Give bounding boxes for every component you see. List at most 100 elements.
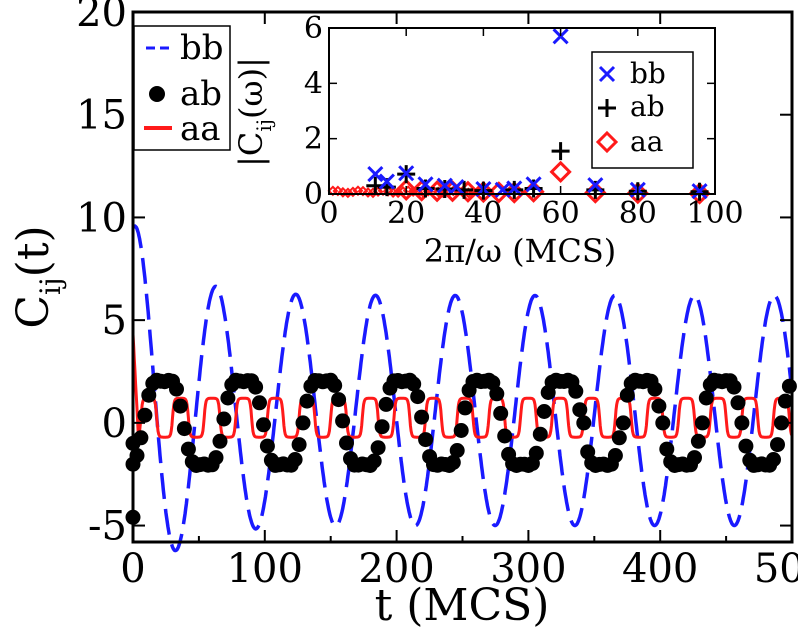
- series-ab-point: [528, 445, 544, 461]
- main-y-label-sub: ij: [34, 277, 67, 295]
- series-ab-point: [449, 443, 465, 458]
- series-ab-point: [248, 379, 264, 395]
- inset-legend: bb ab aa: [591, 51, 694, 169]
- inset-x-tick-label: 40: [464, 196, 502, 231]
- series-ab-point: [327, 377, 343, 393]
- x-tick-label: 300: [490, 546, 566, 592]
- x-tick-label: 500: [754, 546, 798, 592]
- y-tick-label: 20: [76, 0, 127, 36]
- series-ab-point: [180, 441, 196, 457]
- inset-bb-point: [417, 176, 434, 193]
- series-ab-point: [374, 419, 390, 435]
- inset-chart: 0 20 40 60 80 100 0 2 4 6 2π/ω (MCS) |Cij(ω)| bb …: [232, 11, 744, 270]
- series-ab-point: [378, 396, 394, 412]
- series-ab-point: [576, 415, 592, 431]
- series-ab-point: [445, 454, 461, 470]
- series-aa-line: [131, 334, 794, 439]
- series-ab-point: [252, 395, 267, 411]
- inset-y-tick-label: 2: [304, 122, 323, 157]
- inset-ab-point: [435, 180, 454, 199]
- series-ab-point: [335, 413, 351, 429]
- series-ab-point: [212, 433, 228, 449]
- inset-ticks-layer: 0 20 40 60 80 100 0 2 4 6: [304, 11, 744, 231]
- inset-legend-aa-marker: [595, 130, 619, 154]
- series-ab-point: [137, 407, 153, 423]
- x-tick-label: 0: [120, 546, 145, 592]
- x-tick-label: 100: [227, 546, 303, 592]
- inset-y-tick-label: 0: [304, 177, 323, 212]
- inset-x-tick-label: 80: [619, 196, 657, 231]
- series-ab-point: [208, 450, 224, 466]
- series-ab-point: [738, 438, 754, 454]
- series-ab-point: [287, 452, 303, 467]
- series-ab-point: [331, 392, 347, 408]
- inset-y-label-main: |C: [232, 132, 270, 167]
- series-ab-point: [568, 383, 584, 399]
- series-ab-point: [172, 398, 188, 414]
- main-legend: bb ab aa: [133, 25, 231, 151]
- series-ab-point: [777, 393, 793, 409]
- series-ab-point: [770, 437, 785, 453]
- legend-bb-label: bb: [180, 28, 224, 68]
- inset-bb-point: [552, 28, 569, 45]
- series-ab-point: [414, 409, 430, 425]
- series-ab-point: [497, 428, 513, 444]
- inset-bb-point: [587, 177, 604, 194]
- series-ab-point: [370, 440, 386, 456]
- series-ab-point: [256, 417, 271, 433]
- series-ab-point: [611, 430, 627, 446]
- series-ab-point: [536, 404, 552, 419]
- series-ab-point: [687, 450, 702, 466]
- series-ab-point: [734, 415, 750, 431]
- inset-bb-point: [398, 165, 415, 182]
- inset-x-tick-label: 100: [686, 196, 743, 231]
- series-ab-point: [291, 437, 307, 453]
- legend-ab-label: ab: [180, 74, 222, 114]
- series-ab-point: [572, 402, 588, 418]
- legend-ab-marker: [149, 86, 165, 102]
- series-ab-point: [766, 452, 781, 467]
- inset-plot-frame: [328, 27, 716, 195]
- series-ab-point: [659, 441, 675, 457]
- series-ab-point: [169, 381, 184, 397]
- series-ab-point: [453, 423, 469, 438]
- series-ab-point: [781, 378, 797, 394]
- inset-bb-point: [378, 173, 395, 190]
- series-ab-point: [259, 438, 275, 454]
- inset-bb-point: [525, 176, 542, 193]
- y-tick-label: 15: [76, 93, 127, 139]
- series-ab-point: [489, 386, 505, 402]
- inset-legend-bb-label: bb: [630, 57, 666, 90]
- series-ab-point: [176, 421, 192, 437]
- inset-y-tick-label: 6: [304, 11, 323, 46]
- y-tick-label: 5: [102, 298, 127, 344]
- inset-x-axis-label: 2π/ω (MCS): [424, 232, 617, 270]
- svg-text:|Cij(ω)|: |Cij(ω)|: [232, 57, 276, 167]
- main-series-layer: [125, 224, 797, 553]
- series-ab-point: [651, 398, 667, 414]
- main-y-label-tail: (t): [8, 225, 59, 277]
- x-tick-label: 400: [622, 546, 698, 592]
- inset-bb-point: [367, 166, 384, 183]
- series-ab-point: [647, 381, 663, 397]
- series-ab-point: [726, 379, 742, 395]
- series-bb-line: [131, 224, 794, 553]
- main-y-label-main: C: [8, 295, 59, 329]
- series-ab-point: [295, 415, 311, 431]
- y-tick-label: 0: [102, 401, 127, 447]
- y-tick-label: -5: [88, 504, 127, 550]
- inset-bb-point: [691, 183, 708, 200]
- series-ab-point: [493, 405, 509, 421]
- series-ab-point: [410, 389, 426, 405]
- inset-legend-ab-marker: [598, 99, 616, 117]
- series-ab-point: [141, 387, 157, 403]
- series-ab-point: [532, 426, 548, 442]
- inset-y-label-tail: (ω)|: [232, 57, 270, 119]
- series-ab-point: [698, 390, 714, 406]
- series-ab-point: [619, 387, 635, 403]
- series-ab-point: [406, 376, 422, 392]
- series-ab-point: [694, 415, 710, 431]
- inset-series-layer: [327, 28, 711, 205]
- legend-aa-label: aa: [180, 109, 221, 149]
- series-ab-point: [690, 433, 706, 449]
